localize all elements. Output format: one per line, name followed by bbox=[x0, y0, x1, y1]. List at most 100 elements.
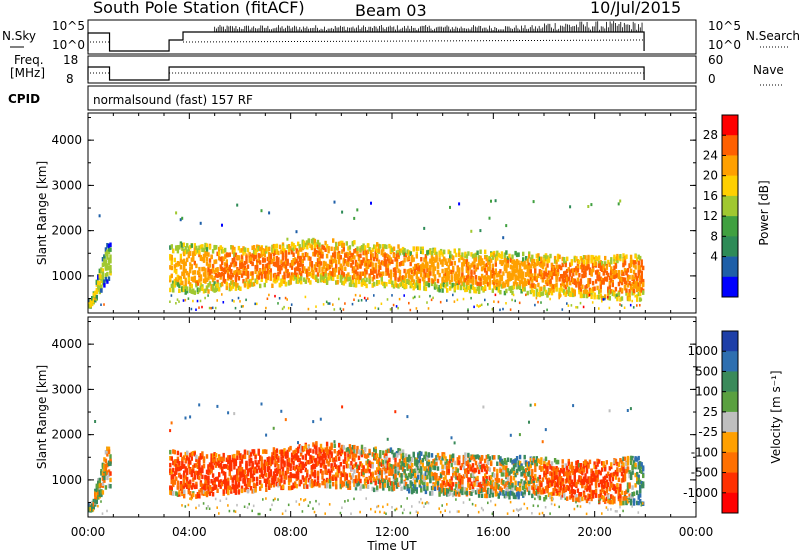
scatter-cell bbox=[187, 297, 190, 300]
scatter-cell bbox=[570, 259, 573, 264]
scatter-cell bbox=[537, 282, 540, 288]
scatter-cell bbox=[289, 485, 292, 491]
scatter-cell bbox=[535, 261, 538, 267]
scatter-cell bbox=[277, 261, 280, 266]
scatter-cell bbox=[623, 268, 627, 273]
scatter-cell bbox=[418, 450, 421, 456]
scatter-cell bbox=[210, 479, 213, 484]
scatter-cell bbox=[222, 452, 225, 458]
scatter-cell bbox=[280, 464, 283, 470]
scatter-cell bbox=[325, 470, 329, 475]
scatter-cell bbox=[496, 256, 499, 261]
scatter-cell bbox=[198, 504, 200, 507]
scatter-cell bbox=[426, 472, 429, 477]
scatter-cell bbox=[353, 497, 355, 501]
scatter-cell bbox=[227, 411, 230, 415]
scatter-cell bbox=[544, 279, 548, 285]
scatter-cell bbox=[366, 249, 370, 254]
scatter-cell bbox=[260, 274, 263, 279]
scatter-cell bbox=[300, 445, 303, 450]
scatter-cell bbox=[553, 271, 557, 277]
scatter-cell bbox=[347, 457, 350, 462]
scatter-cell bbox=[588, 267, 592, 272]
colorbar-tick-label: 8 bbox=[710, 229, 718, 243]
scatter-cell bbox=[325, 244, 329, 249]
scatter-cell bbox=[348, 472, 352, 478]
scatter-cell bbox=[371, 282, 374, 288]
scatter-cell bbox=[290, 303, 293, 306]
scatter-cell bbox=[213, 478, 216, 483]
scatter-cell bbox=[332, 259, 335, 264]
scatter-cell bbox=[266, 463, 269, 468]
scatter-cell bbox=[385, 512, 387, 515]
scatter-cell bbox=[442, 249, 446, 255]
scatter-cell bbox=[332, 276, 335, 281]
scatter-cell bbox=[398, 269, 402, 275]
scatter-cell bbox=[184, 284, 187, 290]
scatter-cell bbox=[517, 260, 520, 265]
scatter-cell bbox=[430, 255, 434, 260]
scatter-cell bbox=[181, 460, 184, 465]
scatter-cell bbox=[300, 247, 303, 252]
scatter-cell bbox=[386, 268, 390, 273]
scatter-cell bbox=[508, 286, 511, 291]
scatter-cell bbox=[543, 274, 546, 280]
scatter-cell bbox=[269, 469, 272, 474]
scatter-cell bbox=[509, 285, 513, 291]
scatter-cell bbox=[491, 280, 494, 285]
scatter-cell bbox=[639, 297, 642, 302]
scatter-cell bbox=[190, 257, 193, 262]
scatter-cell bbox=[566, 276, 569, 282]
scatter-cell bbox=[263, 248, 266, 254]
scatter-cell bbox=[284, 509, 287, 513]
scatter-cell bbox=[386, 264, 390, 269]
scatter-cell bbox=[447, 265, 450, 270]
scatter-cell bbox=[312, 269, 315, 275]
scatter-cell bbox=[406, 486, 409, 492]
scatter-cell bbox=[626, 268, 630, 273]
scatter-cell bbox=[520, 274, 523, 280]
scatter-cell bbox=[462, 278, 466, 284]
scatter-cell bbox=[281, 471, 285, 476]
scatter-cell bbox=[225, 285, 228, 291]
scatter-cell bbox=[356, 275, 359, 281]
scatter-cell bbox=[199, 482, 203, 487]
scatter-cell bbox=[371, 253, 374, 258]
scatter-cell bbox=[198, 460, 201, 466]
scatter-cell bbox=[432, 256, 435, 262]
scatter-cell bbox=[213, 259, 216, 265]
scatter-cell bbox=[169, 300, 171, 303]
scatter-cell bbox=[169, 449, 172, 455]
scatter-cell bbox=[256, 264, 259, 270]
scatter-cell bbox=[269, 255, 272, 260]
scatter-cell bbox=[550, 286, 554, 291]
scatter-cell bbox=[420, 451, 423, 456]
scatter-cell bbox=[201, 305, 203, 309]
scatter-cell bbox=[408, 255, 411, 260]
scatter-cell bbox=[371, 262, 374, 267]
scatter-cell bbox=[231, 249, 234, 255]
scatter-cell bbox=[303, 244, 306, 250]
scatter-cell bbox=[213, 483, 216, 489]
scatter-cell bbox=[404, 283, 408, 288]
scatter-cell bbox=[175, 476, 178, 481]
scatter-cell bbox=[190, 456, 193, 461]
scatter-cell bbox=[578, 287, 581, 293]
scatter-cell bbox=[254, 269, 257, 274]
scatter-cell bbox=[295, 276, 298, 281]
scatter-cell bbox=[531, 261, 534, 266]
scatter-cell bbox=[310, 264, 314, 269]
scatter-cell bbox=[412, 452, 415, 458]
scatter-cell bbox=[408, 274, 411, 279]
scatter-cell bbox=[290, 275, 294, 280]
scatter-cell bbox=[107, 247, 111, 252]
scatter-cell bbox=[500, 276, 504, 282]
scatter-cell bbox=[295, 272, 298, 277]
scatter-cell bbox=[242, 305, 244, 308]
scatter-cell bbox=[195, 454, 198, 460]
scatter-cell bbox=[354, 449, 358, 454]
scatter-cell bbox=[192, 253, 195, 259]
scatter-cell bbox=[456, 285, 459, 290]
scatter-cell bbox=[462, 258, 466, 263]
